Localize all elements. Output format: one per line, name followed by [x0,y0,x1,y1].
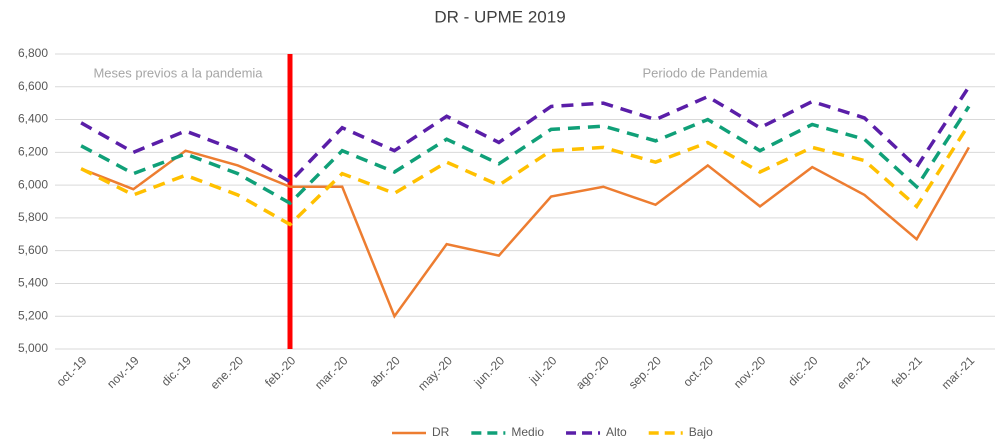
x-tick-label: ene.-21 [834,353,873,392]
x-tick-label: feb.-20 [262,353,299,390]
x-tick-label: jun.-20 [471,353,508,390]
y-tick-label: 5,600 [18,243,48,257]
x-tick-label: mar.-21 [939,353,978,392]
y-tick-label: 5,000 [18,341,48,355]
legend-label: Bajo [689,425,713,439]
annotation: Periodo de Pandemia [642,65,768,80]
x-tick-label: nov.-19 [104,353,142,391]
x-tick-label: jul.-20 [526,353,560,387]
y-tick-label: 6,000 [18,177,48,191]
y-tick-label: 6,200 [18,145,48,159]
annotation: Meses previos a la pandemia [93,65,263,80]
series-line [80,123,971,227]
x-tick-label: dic.-20 [785,353,821,389]
legend-label: Medio [511,425,544,439]
y-tick-label: 5,200 [18,308,48,322]
y-tick-label: 6,800 [18,46,48,60]
y-tick-label: 5,400 [18,276,48,290]
x-tick-label: nov.-20 [731,353,769,391]
x-tick-label: sep.-20 [626,353,664,391]
series-line [80,105,971,206]
x-tick-label: may.-20 [415,353,455,393]
chart-title: DR - UPME 2019 [434,7,565,26]
x-tick-label: mar.-20 [312,353,351,392]
x-tick-label: oct.-19 [54,353,90,389]
y-tick-label: 5,800 [18,210,48,224]
x-tick-label: ago.-20 [573,353,612,392]
series-line [80,85,971,185]
y-tick-label: 6,400 [18,112,48,126]
x-tick-label: dic.-19 [159,353,195,389]
legend-label: DR [432,425,450,439]
legend-label: Alto [606,425,627,439]
y-tick-label: 6,600 [18,79,48,93]
x-tick-label: abr.-20 [366,353,403,390]
x-tick-label: feb.-21 [889,353,926,390]
series-line [80,146,970,319]
x-tick-label: oct.-20 [680,353,716,389]
x-tick-label: ene.-20 [207,353,246,392]
